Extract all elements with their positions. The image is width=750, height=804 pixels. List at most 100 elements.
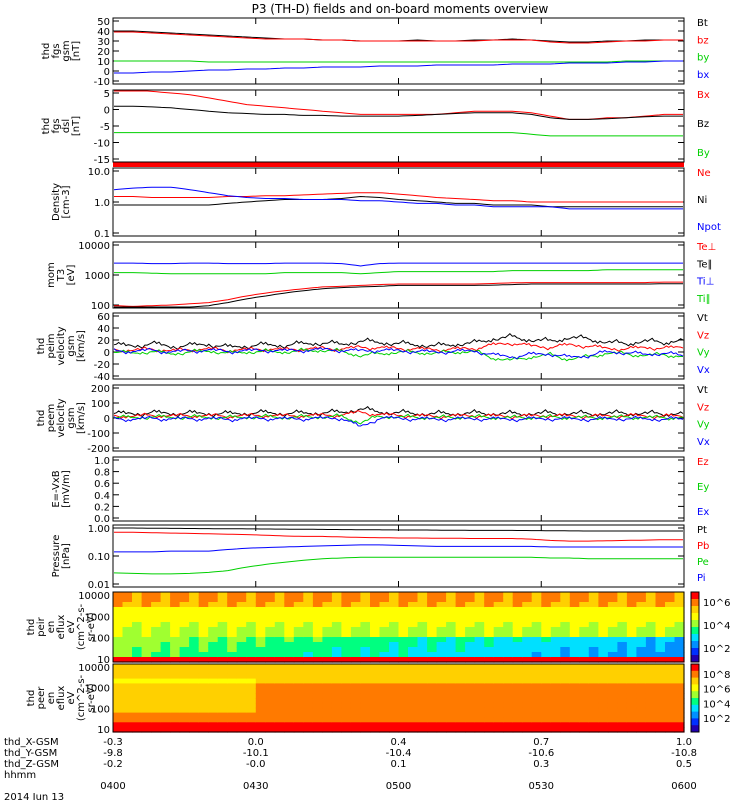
heatmap-cell [398,622,409,628]
heatmap-cell [217,693,228,699]
heatmap-cell [303,592,314,598]
heatmap-cell [189,698,200,704]
heatmap-cell [160,722,171,728]
heatmap-cell [293,717,304,723]
y-tick-label: 10000 [78,241,110,252]
heatmap-cell [198,642,209,648]
heatmap-cell [674,717,685,723]
heatmap-cell [408,727,419,733]
heatmap-cell [360,717,371,723]
legend-vz: Vz [697,330,709,341]
heatmap-cell [665,683,676,689]
heatmap-cell [522,683,533,689]
heatmap-cell [465,627,476,633]
heatmap-cell [560,722,571,728]
heatmap-cell [198,597,209,603]
heatmap-cell [389,664,400,670]
heatmap-cell [179,607,190,613]
y-tick-label: -5 [100,122,110,133]
heatmap-cell [141,642,152,648]
series-vy-line [113,347,684,362]
heatmap-cell [474,652,485,658]
legend-npot: Npot [697,222,721,233]
heatmap-cell [560,707,571,714]
heatmap-cell [588,707,599,714]
heatmap-cell [370,627,381,633]
heatmap-cell [132,632,143,638]
time-tick-label: 0530 [529,781,554,792]
heatmap-cell [236,683,247,689]
heatmap-cell [541,727,552,733]
heatmap-cell [322,693,333,699]
heatmap-cell [360,673,371,680]
heatmap-cell [331,602,342,608]
y-axis-label: eflux [56,686,67,711]
legend-pb: Pb [697,541,709,552]
heatmap-cell [626,632,637,638]
heatmap-cell [303,712,314,719]
heatmap-cell [607,664,618,670]
heatmap-cell [331,693,342,699]
heatmap-cell [417,693,428,699]
heatmap-cell [141,647,152,653]
heatmap-cell [246,632,257,638]
panel-frame [112,663,685,733]
heatmap-cell [284,657,295,663]
heatmap-cell [170,673,181,680]
heatmap-cell [236,707,247,714]
heatmap-cell [569,727,580,733]
heatmap-cell [132,664,143,670]
colorbar-tick-label: 10^2 [703,644,730,655]
legend-bx: Bx [697,90,710,101]
heatmap-cell [503,693,514,699]
heatmap-cell [379,664,390,670]
heatmap-cell [541,652,552,658]
heatmap-cell [674,637,685,643]
heatmap-cell [408,698,419,704]
heatmap-cell [246,652,257,658]
heatmap-cell [503,612,514,618]
heatmap-cell [113,664,124,670]
heatmap-cell [636,617,647,623]
heatmap-cell [541,642,552,648]
legend-vz: Vz [697,402,709,413]
heatmap-cell [493,637,504,643]
heatmap-cell [474,657,485,663]
heatmap-cell [293,683,304,689]
heatmap-cell [417,622,428,628]
heatmap-cell [665,664,676,670]
heatmap-cell [360,592,371,598]
y-axis-label: fgs [51,43,62,58]
heatmap-cell [255,664,266,670]
heatmap-cell [208,612,219,618]
heatmap-cell [550,727,561,733]
heatmap-cell [312,622,323,628]
heatmap-cell [141,688,152,694]
heatmap-cell [522,727,533,733]
heatmap-cell [274,727,285,733]
heatmap-cell [132,668,143,675]
heatmap-cell [626,627,637,633]
heatmap-cell [198,607,209,613]
heatmap-cell [179,678,190,685]
heatmap-cell [598,712,609,719]
heatmap-cell [665,627,676,633]
colorbar-segment [691,606,699,614]
heatmap-cell [474,698,485,704]
heatmap-cell [208,607,219,613]
heatmap-cell [427,678,438,685]
heatmap-cell [522,602,533,608]
heatmap-cell [550,642,561,648]
heatmap-cell [189,673,200,680]
heatmap-cell [227,607,238,613]
heatmap-cell [113,678,124,685]
heatmap-cell [303,693,314,699]
heatmap-cell [160,688,171,694]
heatmap-cell [588,642,599,648]
orbit-value: 0.0 [248,737,264,748]
heatmap-cell [588,664,599,670]
heatmap-cell [607,602,618,608]
heatmap-cell [379,678,390,685]
heatmap-cell [274,664,285,670]
heatmap-cell [284,693,295,699]
